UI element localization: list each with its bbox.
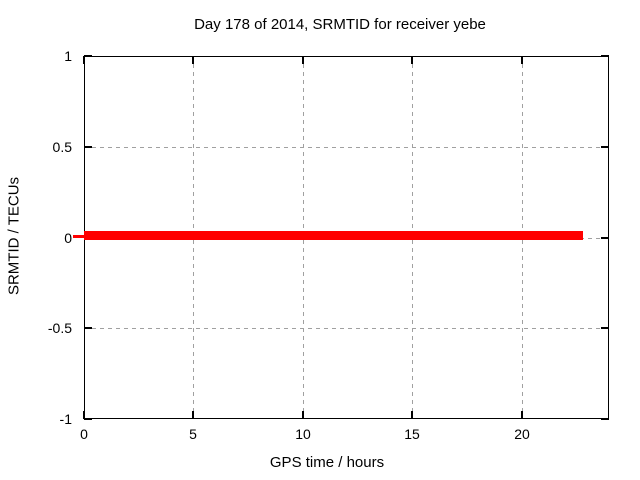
x-tick-label: 5 (189, 426, 197, 442)
x-tick-bottom (411, 411, 413, 419)
x-tick-bottom (302, 411, 304, 419)
x-tick-top (411, 56, 413, 64)
gridline-y-0.5 (84, 147, 609, 148)
y-tick-left (84, 55, 92, 57)
y-tick-left (84, 418, 92, 420)
x-tick-label: 20 (514, 426, 530, 442)
x-tick-label: 10 (295, 426, 311, 442)
gridline-y--0.5 (84, 328, 609, 329)
y-tick-label: 0 (64, 230, 72, 246)
series-line-start-cap (73, 235, 84, 238)
y-tick-right (601, 327, 609, 329)
y-tick-label: 1 (64, 48, 72, 64)
x-tick-label: 15 (404, 426, 420, 442)
y-tick-right (601, 55, 609, 57)
x-tick-top (192, 56, 194, 64)
y-axis-label: SRMTID / TECUs (5, 176, 23, 296)
x-tick-top (83, 56, 85, 64)
y-tick-label: -1 (59, 411, 72, 427)
x-tick-bottom (192, 411, 194, 419)
y-tick-right (601, 237, 609, 239)
x-tick-bottom (83, 411, 85, 419)
y-tick-right (601, 418, 609, 420)
x-tick-top (302, 56, 304, 64)
x-tick-bottom (521, 411, 523, 419)
y-tick-right (601, 146, 609, 148)
y-tick-label: 0.5 (52, 139, 72, 155)
chart-title: Day 178 of 2014, SRMTID for receiver yeb… (194, 16, 486, 33)
y-tick-label: -0.5 (47, 320, 72, 336)
y-tick-left (84, 327, 92, 329)
x-tick-label: 0 (80, 426, 88, 442)
series-line (84, 231, 583, 240)
y-tick-left (84, 146, 92, 148)
x-tick-top (521, 56, 523, 64)
x-axis-label: GPS time / hours (269, 454, 385, 471)
